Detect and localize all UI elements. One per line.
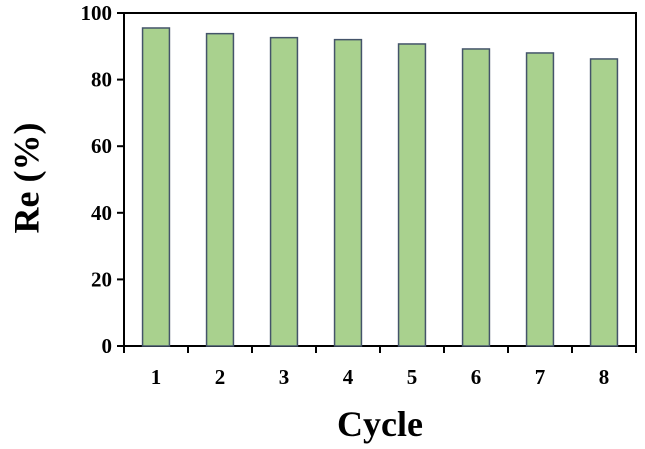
bar-cycle-1 [141,27,171,347]
bar-cycle-3 [269,36,299,347]
y-axis-ticks: 0 20 40 60 80 100 [81,1,124,358]
x-tick-label: 1 [151,365,162,389]
bars-group [141,27,619,347]
bar-cycle-6 [461,48,491,347]
x-tick-label: 3 [279,365,290,389]
y-tick-label: 0 [102,334,113,358]
bar-cycle-8 [589,58,619,347]
x-axis-title: Cycle [337,404,423,444]
y-axis-title: Re (%) [6,123,46,234]
y-tick-label: 20 [91,267,112,291]
x-tick-label: 8 [599,365,610,389]
bar-cycle-5 [397,43,427,347]
y-tick-label: 40 [91,201,112,225]
plot-frame [123,12,637,347]
x-tick-label: 5 [407,365,418,389]
y-tick-label: 80 [91,68,112,92]
y-tick-label: 60 [91,134,112,158]
bar-cycle-2 [205,32,235,347]
y-tick-label: 100 [81,1,113,25]
x-tick-label: 6 [471,365,482,389]
x-tick-label: 7 [535,365,546,389]
x-tick-label: 4 [343,365,354,389]
x-axis-ticks: 1 2 3 4 5 6 7 8 [123,346,637,389]
bar-cycle-4 [333,38,363,347]
bar-cycle-7 [525,52,555,347]
x-tick-label: 2 [215,365,226,389]
